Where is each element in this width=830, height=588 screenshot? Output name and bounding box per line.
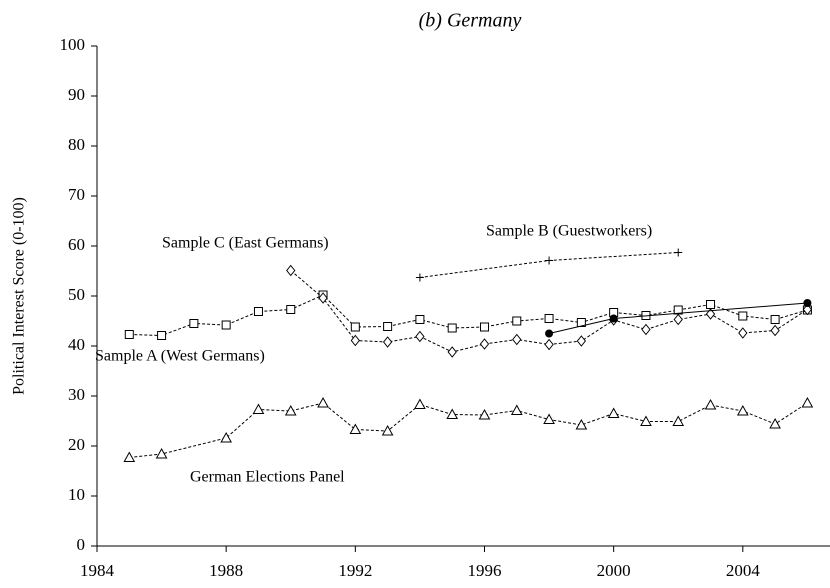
marker xyxy=(221,320,231,330)
marker xyxy=(512,316,522,326)
series-label: Sample B (Guestworkers) xyxy=(486,223,652,240)
marker xyxy=(479,322,489,332)
marker xyxy=(672,415,685,426)
marker xyxy=(350,334,360,347)
series-line xyxy=(129,294,808,337)
marker xyxy=(252,403,265,414)
series-line xyxy=(129,402,808,458)
y-tick-label: 20 xyxy=(68,435,85,454)
marker xyxy=(446,408,459,419)
marker xyxy=(803,299,812,307)
marker xyxy=(543,413,555,424)
series-label: German Elections Panel xyxy=(190,469,345,486)
series-line xyxy=(419,252,679,278)
y-tick-label: 0 xyxy=(77,535,86,554)
marker xyxy=(479,338,490,350)
marker xyxy=(124,330,134,339)
x-tick-label: 1996 xyxy=(467,561,501,580)
marker xyxy=(415,273,424,282)
marker xyxy=(220,431,233,443)
marker xyxy=(706,300,716,309)
marker xyxy=(801,396,814,408)
marker xyxy=(640,415,652,426)
marker xyxy=(284,404,297,416)
marker xyxy=(381,424,394,436)
x-tick-label: 1984 xyxy=(80,561,115,580)
marker xyxy=(544,338,554,351)
y-tick-label: 60 xyxy=(68,235,85,254)
marker xyxy=(447,323,457,333)
y-tick-label: 10 xyxy=(68,485,85,504)
marker xyxy=(641,323,651,336)
marker xyxy=(607,407,620,418)
marker xyxy=(704,398,717,410)
marker xyxy=(738,311,748,321)
x-tick-label: 1988 xyxy=(209,561,243,580)
chart-title: (b) Germany xyxy=(419,10,522,32)
marker xyxy=(253,307,263,316)
marker xyxy=(544,314,554,323)
x-tick-label: 2004 xyxy=(726,561,761,580)
y-tick-label: 90 xyxy=(68,85,85,104)
marker xyxy=(576,335,587,347)
marker xyxy=(736,404,749,416)
marker xyxy=(802,303,813,316)
marker xyxy=(157,331,167,340)
y-tick-label: 50 xyxy=(68,285,85,304)
marker xyxy=(478,408,491,420)
x-tick-label: 1992 xyxy=(338,561,372,580)
y-tick-label: 30 xyxy=(68,385,85,404)
marker xyxy=(317,396,329,408)
marker xyxy=(189,319,199,328)
marker xyxy=(545,329,554,338)
marker xyxy=(705,308,716,320)
marker xyxy=(286,264,296,277)
y-tick-label: 80 xyxy=(68,135,85,154)
marker xyxy=(545,256,554,265)
marker xyxy=(575,418,588,430)
marker xyxy=(738,327,748,339)
marker xyxy=(383,322,393,331)
marker xyxy=(318,292,328,304)
marker xyxy=(382,336,393,348)
y-tick-label: 100 xyxy=(60,35,86,54)
marker xyxy=(770,324,780,337)
marker xyxy=(123,451,136,462)
y-tick-label: 40 xyxy=(68,335,85,354)
marker xyxy=(512,333,522,346)
marker xyxy=(415,330,425,343)
marker xyxy=(674,248,683,257)
marker xyxy=(286,305,296,314)
marker xyxy=(415,315,425,324)
marker xyxy=(673,313,683,326)
series-label: Sample A (West Germans) xyxy=(95,348,265,365)
marker xyxy=(769,417,781,429)
y-tick-label: 70 xyxy=(68,185,85,204)
marker xyxy=(414,398,426,409)
series-label: Sample C (East Germans) xyxy=(162,235,329,252)
marker xyxy=(609,314,618,323)
y-axis-label: Political Interest Score (0-100) xyxy=(11,197,28,395)
marker xyxy=(349,423,362,434)
marker xyxy=(155,447,168,459)
marker xyxy=(447,346,457,358)
marker xyxy=(350,322,360,332)
marker xyxy=(510,404,523,415)
marker xyxy=(770,315,780,324)
x-tick-label: 2000 xyxy=(597,561,631,580)
